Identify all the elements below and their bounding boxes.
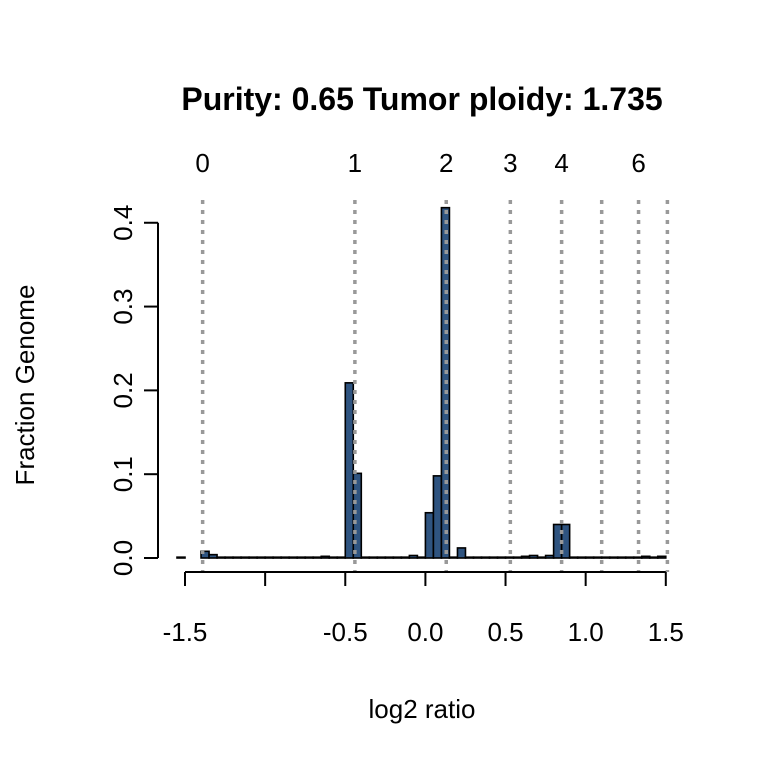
x-axis-label: log2 ratio [369, 694, 476, 724]
bar-2 [208, 553, 218, 559]
bar-21 [360, 556, 371, 559]
y-tick-label-1: 0.1 [108, 456, 138, 492]
x-tick-label-3: 0.0 [407, 617, 443, 647]
bar-6 [240, 556, 250, 559]
bar-23 [376, 556, 387, 559]
y-tick-label-2: 0.2 [108, 372, 138, 408]
chart-title: Purity: 0.65 Tumor ploidy: 1.735 [181, 81, 662, 117]
bar-0 [176, 556, 186, 559]
bar-3 [216, 556, 226, 559]
y-tick-label-3: 0.3 [108, 288, 138, 324]
bar-51 [600, 556, 611, 559]
x-tick-label-5: 1.0 [568, 617, 604, 647]
bar-5 [232, 556, 242, 559]
x-axis: -1.5 -0.5 0.0 0.5 1.0 1.5 [163, 571, 684, 647]
bar-10 [272, 556, 282, 559]
bar-24 [384, 556, 395, 559]
bar-48 [576, 556, 587, 559]
bar-22 [368, 556, 379, 559]
cn-label-1: 1 [348, 148, 362, 178]
bar-35 [472, 556, 483, 559]
bar-15 [312, 556, 323, 559]
bar-16 [320, 555, 331, 559]
histogram-bars [176, 206, 667, 559]
copy-number-lines [200, 200, 670, 572]
bar-40 [512, 556, 523, 559]
cn-label-2: 2 [439, 148, 453, 178]
bar-7 [248, 556, 258, 559]
x-tick-label-2: -0.5 [323, 617, 368, 647]
bar-58 [656, 555, 667, 559]
cn-label-4: 4 [554, 148, 568, 178]
bar-49 [584, 556, 595, 559]
y-axis-label: Fraction Genome [10, 285, 40, 486]
bar-44 [544, 554, 555, 559]
bar-32 [448, 556, 459, 559]
bar-28 [416, 556, 427, 559]
x-tick-label-4: 0.5 [487, 617, 523, 647]
bar-42 [528, 554, 539, 559]
bar-56 [640, 555, 651, 559]
bar-52 [608, 556, 619, 559]
bar-13 [296, 556, 307, 559]
bar-11 [280, 556, 290, 559]
cn-label-0: 0 [195, 148, 209, 178]
bar-8 [256, 556, 266, 559]
bar-33 [456, 547, 467, 559]
bar-38 [496, 556, 507, 559]
bar-18 [336, 556, 347, 559]
bar-20 [352, 472, 363, 559]
y-tick-label-0: 0.0 [108, 540, 138, 576]
bar-25 [392, 556, 403, 559]
bar-57 [648, 556, 659, 559]
bar-4 [224, 556, 234, 559]
bar-54 [624, 556, 635, 559]
y-axis: 0.0 0.1 0.2 0.3 0.4 [108, 205, 159, 576]
bar-41 [520, 555, 531, 559]
bar-39 [504, 556, 515, 559]
bar-36 [480, 556, 491, 559]
copy-number-labels: 0 1 2 3 4 6 [195, 148, 645, 178]
bar-19 [344, 382, 355, 559]
cn-label-3: 3 [503, 148, 517, 178]
bar-53 [616, 556, 627, 559]
bar-17 [328, 556, 339, 559]
bar-29 [424, 511, 435, 559]
bar-12 [288, 556, 298, 559]
bar-14 [304, 556, 315, 559]
bar-37 [488, 556, 499, 559]
cn-label-6: 6 [631, 148, 645, 178]
x-tick-label-6: 1.5 [648, 617, 684, 647]
y-tick-label-4: 0.4 [108, 205, 138, 241]
bar-55 [632, 556, 643, 559]
bar-43 [536, 556, 547, 559]
bar-30 [432, 475, 443, 559]
bar-34 [464, 556, 475, 559]
bar-26 [400, 556, 411, 559]
bar-9 [264, 556, 274, 559]
x-tick-label-0: -1.5 [163, 617, 208, 647]
bar-27 [408, 554, 419, 559]
bar-47 [568, 556, 579, 559]
bar-50 [592, 556, 603, 559]
